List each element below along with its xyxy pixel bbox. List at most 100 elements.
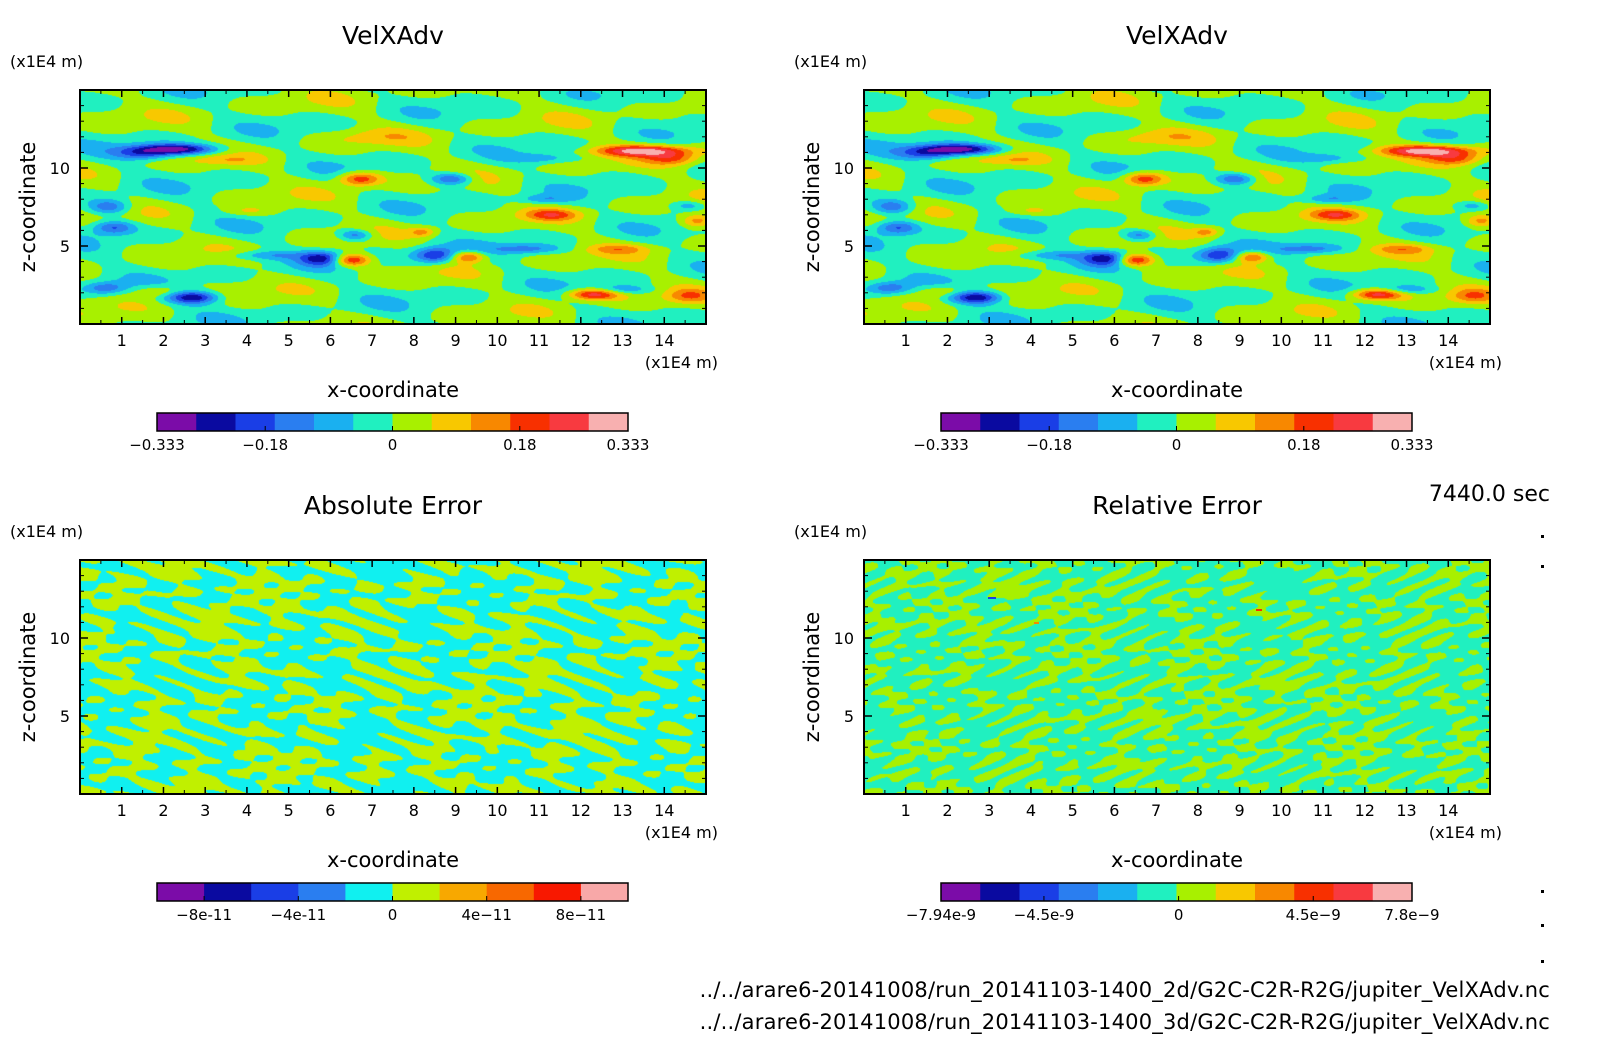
y-axis-label: z-coordinate: [16, 612, 40, 743]
x-tick-label: 13: [612, 801, 632, 820]
contour-field: [80, 560, 706, 794]
x-tick-label: 2: [158, 331, 168, 350]
x-tick-label: 10: [1271, 331, 1291, 350]
x-tick-label: 3: [200, 331, 210, 350]
colorbar-label: −7.94e-9: [906, 906, 976, 924]
colorbar-label: −8e-11: [176, 906, 232, 924]
colorbar-swatch: [1215, 883, 1256, 901]
colorbar-frame: [940, 882, 1413, 902]
y-axis-label: z-coordinate: [800, 142, 824, 273]
colorbar-label: 4.5e−9: [1286, 906, 1341, 924]
colorbar-swatch: [549, 413, 590, 431]
colorbar-swatch: [298, 883, 346, 901]
x-tick-label: 11: [1313, 801, 1333, 820]
colorbar-swatch: [1255, 883, 1295, 901]
y-axis-label: z-coordinate: [800, 612, 824, 743]
y-unit-label: (x1E4 m): [10, 522, 83, 541]
x-tick-label: 7: [1151, 801, 1161, 820]
x-axis-label: x-coordinate: [327, 378, 459, 402]
file-path-3d: ../../arare6-20141008/run_20141103-1400_…: [699, 1010, 1550, 1034]
colorbar-swatch: [1176, 413, 1217, 431]
x-axis-label: x-coordinate: [327, 848, 459, 872]
x-tick-label: 14: [654, 331, 674, 350]
colorbar-swatch: [235, 413, 276, 431]
chart-title: Absolute Error: [304, 491, 483, 520]
colorbar-swatch: [1372, 883, 1413, 901]
colorbar-swatch: [392, 883, 441, 901]
x-tick-label: 1: [901, 801, 911, 820]
colorbar-swatch: [204, 883, 252, 901]
colorbar-swatch: [1098, 883, 1138, 901]
y-tick-label: 5: [60, 707, 70, 726]
chart-title: VelXAdv: [1126, 21, 1228, 50]
x-unit-label: (x1E4 m): [1429, 823, 1502, 842]
y-tick-label: 5: [844, 237, 854, 256]
x-tick-label: 6: [325, 801, 335, 820]
x-axis-label: x-coordinate: [1111, 848, 1243, 872]
colorbar-label: 0: [388, 906, 398, 924]
marker-dot: [1541, 890, 1544, 893]
colorbar-swatch: [1255, 413, 1295, 431]
x-tick-label: 4: [242, 331, 252, 350]
x-tick-label: 8: [1193, 801, 1203, 820]
error-spike: [1034, 622, 1039, 624]
x-tick-label: 9: [1235, 331, 1245, 350]
colorbar-swatch: [471, 413, 511, 431]
colorbar-label: −0.333: [129, 436, 185, 454]
x-tick-label: 10: [487, 331, 507, 350]
x-tick-label: 12: [571, 331, 591, 350]
x-tick-label: 6: [1109, 801, 1119, 820]
colorbar-label: −4e-11: [270, 906, 326, 924]
colorbar-swatch: [274, 413, 315, 431]
x-tick-label: 4: [1026, 331, 1036, 350]
colorbar-swatch: [392, 413, 433, 431]
x-tick-label: 2: [158, 801, 168, 820]
y-unit-label: (x1E4 m): [794, 522, 867, 541]
x-tick-label: 8: [409, 801, 419, 820]
contour-field: [864, 560, 1490, 794]
x-tick-label: 11: [529, 801, 549, 820]
colorbar-label: 0.18: [503, 436, 536, 454]
time-label: 7440.0 sec: [1428, 482, 1550, 507]
colorbar-swatch: [1098, 413, 1138, 431]
x-tick-label: 12: [1355, 801, 1375, 820]
colorbar-swatch: [510, 413, 550, 431]
marker-dot: [1541, 960, 1544, 963]
colorbar-label: −4.5e-9: [1014, 906, 1075, 924]
colorbar-swatch: [314, 413, 354, 431]
y-unit-label: (x1E4 m): [10, 52, 83, 71]
x-tick-label: 7: [367, 801, 377, 820]
x-tick-label: 13: [1396, 801, 1416, 820]
colorbar-swatch: [1176, 883, 1217, 901]
marker-dot: [1541, 535, 1544, 538]
x-tick-label: 4: [1026, 801, 1036, 820]
x-tick-label: 8: [409, 331, 419, 350]
colorbar-label: −0.333: [913, 436, 969, 454]
x-tick-label: 5: [284, 331, 294, 350]
colorbar-swatch: [1137, 883, 1177, 901]
x-tick-label: 3: [200, 801, 210, 820]
colorbar-label: 0.18: [1287, 436, 1320, 454]
x-tick-label: 1: [117, 801, 127, 820]
colorbar-label: 0: [388, 436, 398, 454]
x-tick-label: 7: [1151, 331, 1161, 350]
colorbar-label: 0.333: [607, 436, 650, 454]
marker-dot: [1541, 924, 1544, 927]
x-tick-label: 14: [1438, 801, 1458, 820]
x-tick-label: 7: [367, 331, 377, 350]
x-tick-label: 4: [242, 801, 252, 820]
colorbar-swatch: [439, 883, 488, 901]
colorbar-swatch: [580, 883, 629, 901]
x-tick-label: 6: [1109, 331, 1119, 350]
colorbar-swatch: [1372, 413, 1413, 431]
x-tick-label: 10: [487, 801, 507, 820]
x-tick-label: 8: [1193, 331, 1203, 350]
x-tick-label: 9: [451, 801, 461, 820]
x-tick-label: 9: [451, 331, 461, 350]
x-tick-label: 1: [901, 331, 911, 350]
colorbar-swatch: [353, 413, 393, 431]
x-tick-label: 3: [984, 801, 994, 820]
x-tick-label: 12: [1355, 331, 1375, 350]
